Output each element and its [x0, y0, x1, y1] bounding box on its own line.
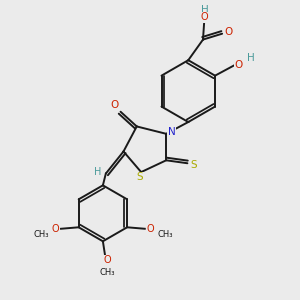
Text: CH₃: CH₃ — [100, 268, 115, 277]
Text: N: N — [168, 127, 176, 137]
Text: O: O — [201, 13, 208, 22]
Text: O: O — [146, 224, 154, 234]
Text: H: H — [201, 5, 208, 15]
Text: H: H — [94, 167, 101, 177]
Text: O: O — [110, 100, 119, 110]
Text: H: H — [247, 53, 254, 63]
Text: S: S — [136, 172, 143, 182]
Text: S: S — [190, 160, 197, 170]
Text: CH₃: CH₃ — [33, 230, 49, 239]
Text: O: O — [103, 255, 111, 266]
Text: O: O — [235, 60, 243, 70]
Text: CH₃: CH₃ — [158, 230, 173, 239]
Text: O: O — [224, 27, 233, 37]
Text: O: O — [52, 224, 59, 234]
